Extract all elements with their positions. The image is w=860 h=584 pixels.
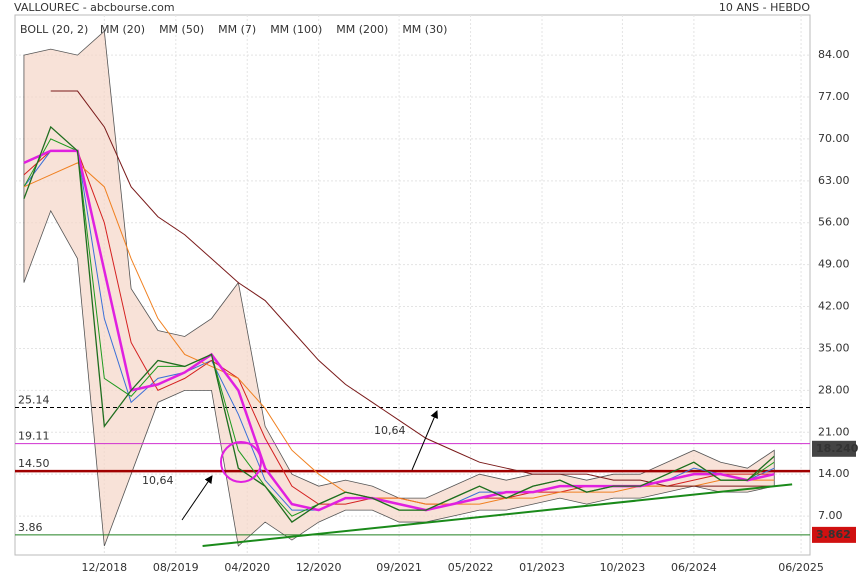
- price-line: [23, 125, 775, 523]
- y-tick-label: 7.00: [818, 509, 843, 522]
- moving-average: [23, 149, 775, 512]
- legend-item: MM (50): [159, 23, 204, 36]
- y-tick-label: 77.00: [818, 90, 850, 103]
- price-marker-label: 18.240: [816, 442, 859, 455]
- arrow: [411, 410, 438, 471]
- legend-item: MM (20): [100, 23, 145, 36]
- chart-subtitle: 10 ANS - HEBDO: [719, 1, 810, 14]
- y-tick-label: 56.00: [818, 216, 850, 229]
- level-label: 3.86: [18, 521, 43, 534]
- annotation: 10,64: [142, 474, 174, 487]
- y-tick-label: 35.00: [818, 341, 850, 354]
- price-marker: [812, 526, 856, 543]
- x-tick-label: 06/2025: [778, 561, 824, 574]
- x-tick-label: 12/2020: [296, 561, 342, 574]
- x-tick-label: 06/2024: [671, 561, 717, 574]
- x-tick-label: 12/2018: [81, 561, 127, 574]
- legend-item: MM (7): [218, 23, 256, 36]
- moving-average: [23, 162, 775, 505]
- y-tick-label: 84.00: [818, 48, 850, 61]
- y-tick-label: 49.00: [818, 258, 850, 271]
- chart-title: VALLOUREC - abcbourse.com: [14, 1, 175, 14]
- plot-frame: [14, 14, 811, 556]
- level-label: 25.14: [18, 393, 50, 406]
- y-tick-label: 28.00: [818, 383, 850, 396]
- price-marker-label: 3.862: [816, 528, 851, 541]
- moving-average: [50, 90, 775, 487]
- y-tick-label: 14.00: [818, 467, 850, 480]
- level-label: 14.50: [18, 457, 50, 470]
- x-tick-label: 05/2022: [448, 561, 494, 574]
- y-tick-label: 21.00: [818, 425, 850, 438]
- x-tick-label: 10/2023: [600, 561, 646, 574]
- level-label: 19.11: [18, 430, 50, 443]
- trend-line: [202, 483, 793, 548]
- x-tick-label: 04/2020: [224, 561, 270, 574]
- legend-item: BOLL (20, 2): [20, 23, 88, 36]
- price-marker: [812, 440, 856, 457]
- y-tick-label: 70.00: [818, 132, 850, 145]
- highlight-circle: [220, 441, 262, 483]
- annotation: 10,64: [374, 424, 406, 437]
- x-tick-label: 01/2023: [519, 561, 565, 574]
- arrow: [181, 475, 213, 521]
- legend-item: MM (100): [270, 23, 322, 36]
- legend-item: MM (30): [402, 23, 447, 36]
- x-tick-label: 09/2021: [376, 561, 422, 574]
- y-tick-label: 42.00: [818, 300, 850, 313]
- x-tick-label: 08/2019: [153, 561, 199, 574]
- legend-item: MM (200): [336, 23, 388, 36]
- y-tick-label: 63.00: [818, 174, 850, 187]
